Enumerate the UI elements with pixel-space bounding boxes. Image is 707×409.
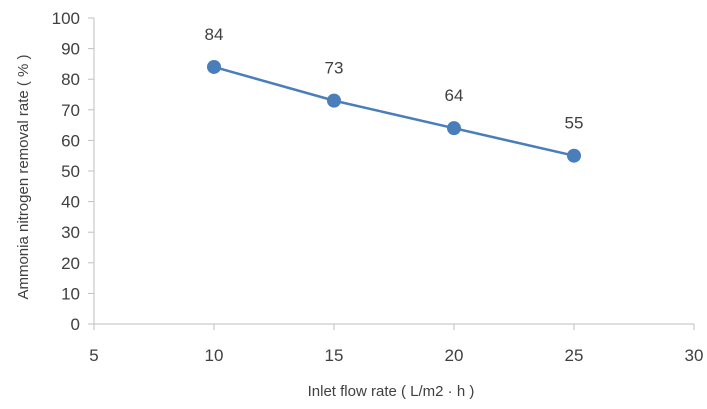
data-label: 84: [205, 25, 224, 44]
data-label: 73: [325, 59, 344, 78]
x-tick-label: 30: [685, 346, 704, 365]
y-tick-label: 10: [61, 284, 80, 303]
y-tick-label: 40: [61, 193, 80, 212]
x-axis-title: Inlet flow rate ( L/m2 · h ): [308, 383, 475, 400]
y-tick-label: 50: [61, 162, 80, 181]
ticks: 0 10 20 30 40 50 60 70 80 90 100 5 10 15 20 25 30: [52, 9, 704, 365]
y-tick-label: 90: [61, 40, 80, 59]
data-label: 64: [445, 86, 464, 105]
y-axis-title: Ammonia nitrogen removal rate ( % ): [15, 54, 32, 299]
y-tick-label: 60: [61, 131, 80, 150]
data-label: 55: [565, 114, 584, 133]
y-tick-label: 30: [61, 223, 80, 242]
x-tick-label: 20: [445, 346, 464, 365]
series: 84 73 64 55: [205, 25, 584, 163]
data-point: [447, 121, 461, 136]
y-tick-label: 70: [61, 101, 80, 120]
x-tick-label: 5: [89, 346, 98, 365]
y-tick-label: 0: [71, 315, 80, 334]
data-point: [207, 59, 221, 74]
x-tick-label: 10: [205, 346, 224, 365]
series-line: [213, 65, 575, 157]
axes: [93, 18, 694, 325]
data-point: [567, 148, 581, 163]
x-tick-label: 15: [325, 346, 344, 365]
y-tick-label: 80: [61, 70, 80, 89]
x-tick-label: 25: [565, 346, 584, 365]
y-tick-label: 20: [61, 254, 80, 273]
data-point: [327, 93, 341, 108]
y-tick-label: 100: [52, 9, 80, 28]
